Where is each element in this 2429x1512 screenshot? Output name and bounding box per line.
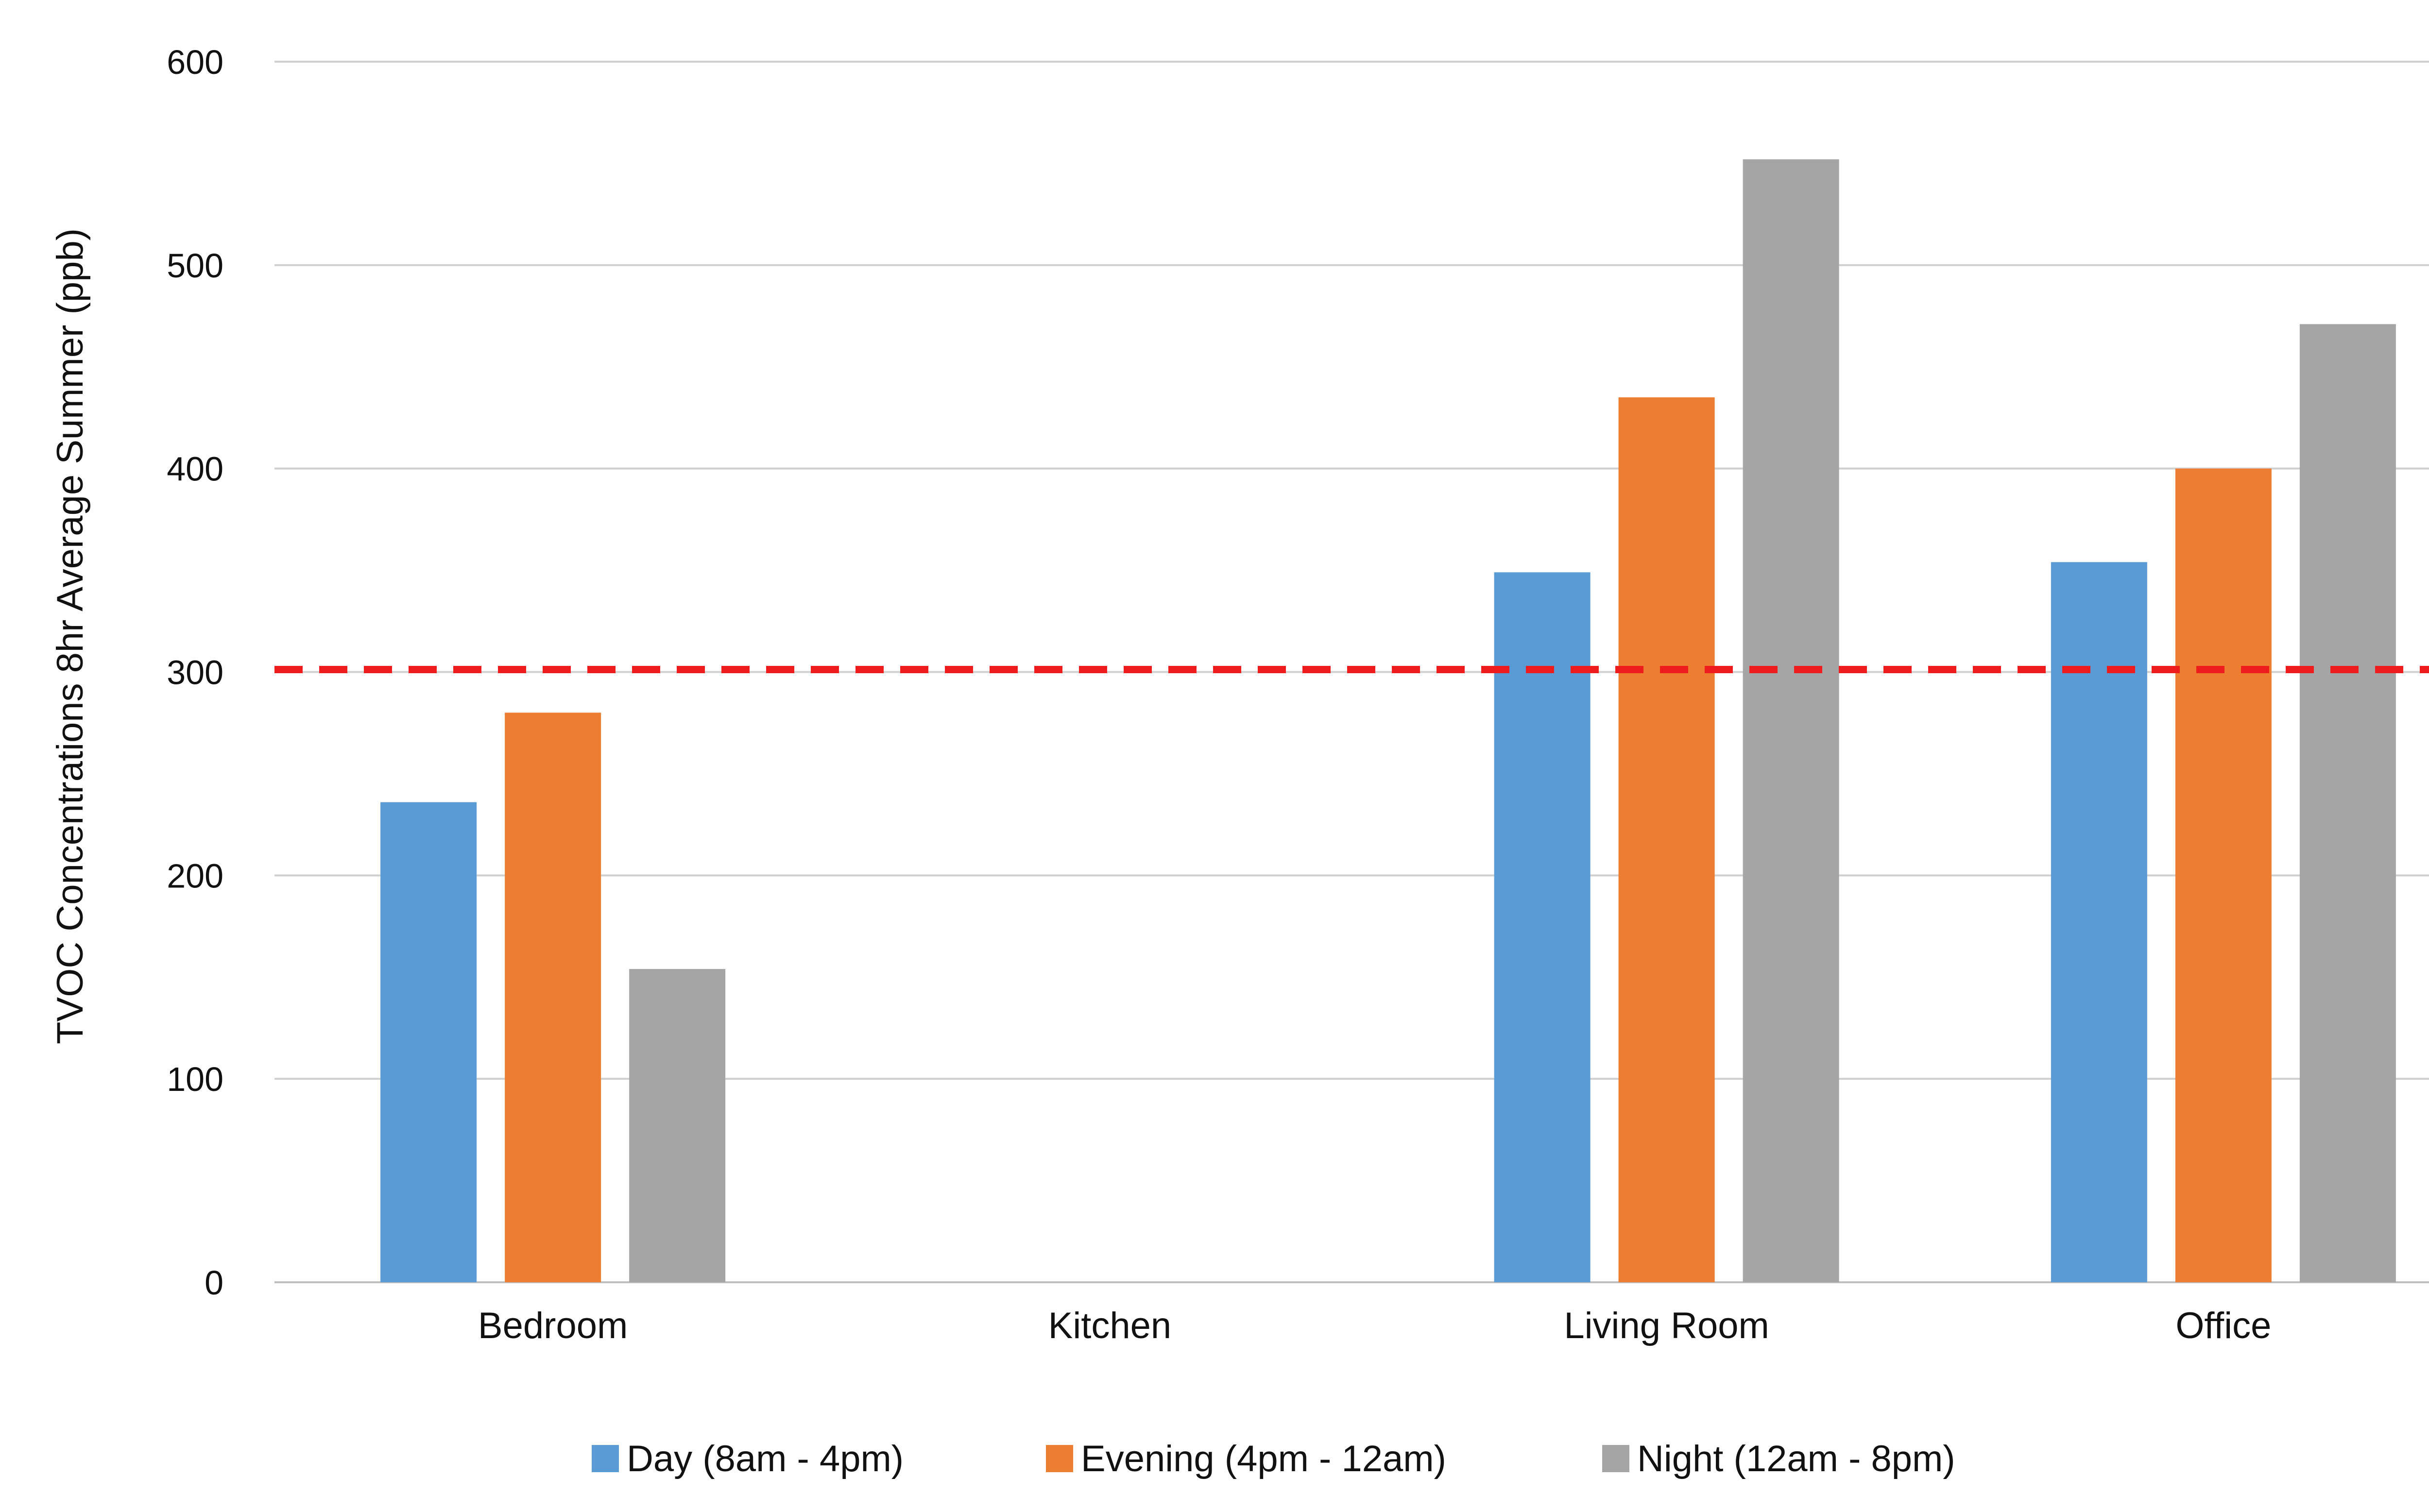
- y-tick-label: 500: [167, 247, 223, 285]
- bar-office-series-3: [2299, 324, 2396, 1283]
- bars: [380, 159, 2396, 1283]
- bar-office-series-2: [2175, 468, 2272, 1282]
- legend-swatch: [1046, 1445, 1073, 1472]
- y-tick-label: 300: [167, 654, 223, 692]
- bar-living-room-series-3: [1743, 159, 1839, 1282]
- y-axis-ticks: 0 100 200 300 400 500 600: [167, 43, 223, 1302]
- y-tick-label: 0: [205, 1264, 223, 1302]
- x-category-label: Office: [2175, 1305, 2271, 1346]
- y-tick-label: 600: [167, 43, 223, 81]
- legend: Day (8am - 4pm) Evening (4pm - 12am) Night…: [592, 1438, 1955, 1479]
- legend-label: Night (12am - 8pm): [1637, 1438, 1955, 1479]
- x-category-label: Kitchen: [1048, 1305, 1172, 1346]
- bar-bedroom-series-1: [380, 802, 477, 1282]
- bar-living-room-series-1: [1494, 572, 1591, 1282]
- legend-swatch: [1602, 1445, 1629, 1472]
- x-axis-categories: Bedroom Kitchen Living Room Office: [478, 1305, 2272, 1346]
- legend-label: Day (8am - 4pm): [627, 1438, 904, 1479]
- y-tick-label: 400: [167, 450, 223, 488]
- bar-living-room-series-2: [1618, 397, 1715, 1283]
- bar-bedroom-series-2: [505, 713, 601, 1282]
- x-category-label: Bedroom: [478, 1305, 628, 1346]
- legend-swatch: [592, 1445, 619, 1472]
- bar-office-series-1: [2051, 562, 2147, 1282]
- y-tick-label: 100: [167, 1060, 223, 1098]
- y-tick-label: 200: [167, 857, 223, 895]
- x-category-label: Living Room: [1564, 1305, 1769, 1346]
- bar-bedroom-series-3: [629, 968, 726, 1282]
- legend-label: Evening (4pm - 12am): [1081, 1438, 1446, 1479]
- y-axis-label: TVOC Concentrations 8hr Average Summer (…: [50, 228, 91, 1044]
